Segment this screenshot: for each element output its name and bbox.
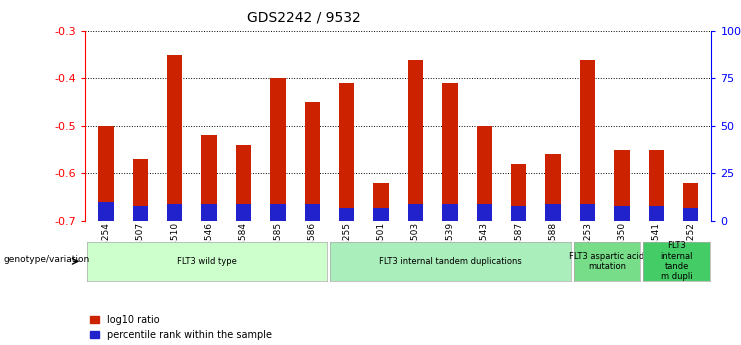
Bar <box>476 204 492 221</box>
Bar <box>648 150 664 221</box>
Bar <box>133 206 148 221</box>
Bar <box>545 204 561 221</box>
Bar <box>305 204 320 221</box>
Bar <box>408 204 423 221</box>
Bar <box>408 60 423 221</box>
Bar <box>579 60 595 221</box>
Bar <box>511 206 526 221</box>
Bar <box>614 206 630 221</box>
Bar <box>373 183 389 221</box>
Bar <box>236 204 251 221</box>
Bar <box>167 204 182 221</box>
Bar <box>648 206 664 221</box>
Bar <box>476 126 492 221</box>
Bar <box>202 204 217 221</box>
Bar <box>683 183 699 221</box>
Text: genotype/variation: genotype/variation <box>4 255 90 264</box>
Bar <box>442 83 458 221</box>
Bar <box>683 208 699 221</box>
Bar <box>545 155 561 221</box>
Text: FLT3
internal
tande
m dupli: FLT3 internal tande m dupli <box>660 241 693 282</box>
Bar <box>305 102 320 221</box>
Bar <box>270 79 285 221</box>
Bar <box>236 145 251 221</box>
Bar <box>98 202 113 221</box>
Text: GDS2242 / 9532: GDS2242 / 9532 <box>247 10 362 24</box>
Bar <box>339 83 354 221</box>
Bar <box>98 126 113 221</box>
Text: FLT3 wild type: FLT3 wild type <box>177 257 237 266</box>
Legend: log10 ratio, percentile rank within the sample: log10 ratio, percentile rank within the … <box>90 315 272 340</box>
Bar <box>373 208 389 221</box>
Bar <box>167 55 182 221</box>
Bar <box>202 136 217 221</box>
Bar <box>339 208 354 221</box>
Bar <box>614 150 630 221</box>
Bar <box>270 204 285 221</box>
Bar <box>133 159 148 221</box>
Bar <box>442 204 458 221</box>
Text: FLT3 internal tandem duplications: FLT3 internal tandem duplications <box>379 257 522 266</box>
Text: FLT3 aspartic acid
mutation: FLT3 aspartic acid mutation <box>569 252 645 271</box>
Bar <box>579 204 595 221</box>
Bar <box>511 164 526 221</box>
